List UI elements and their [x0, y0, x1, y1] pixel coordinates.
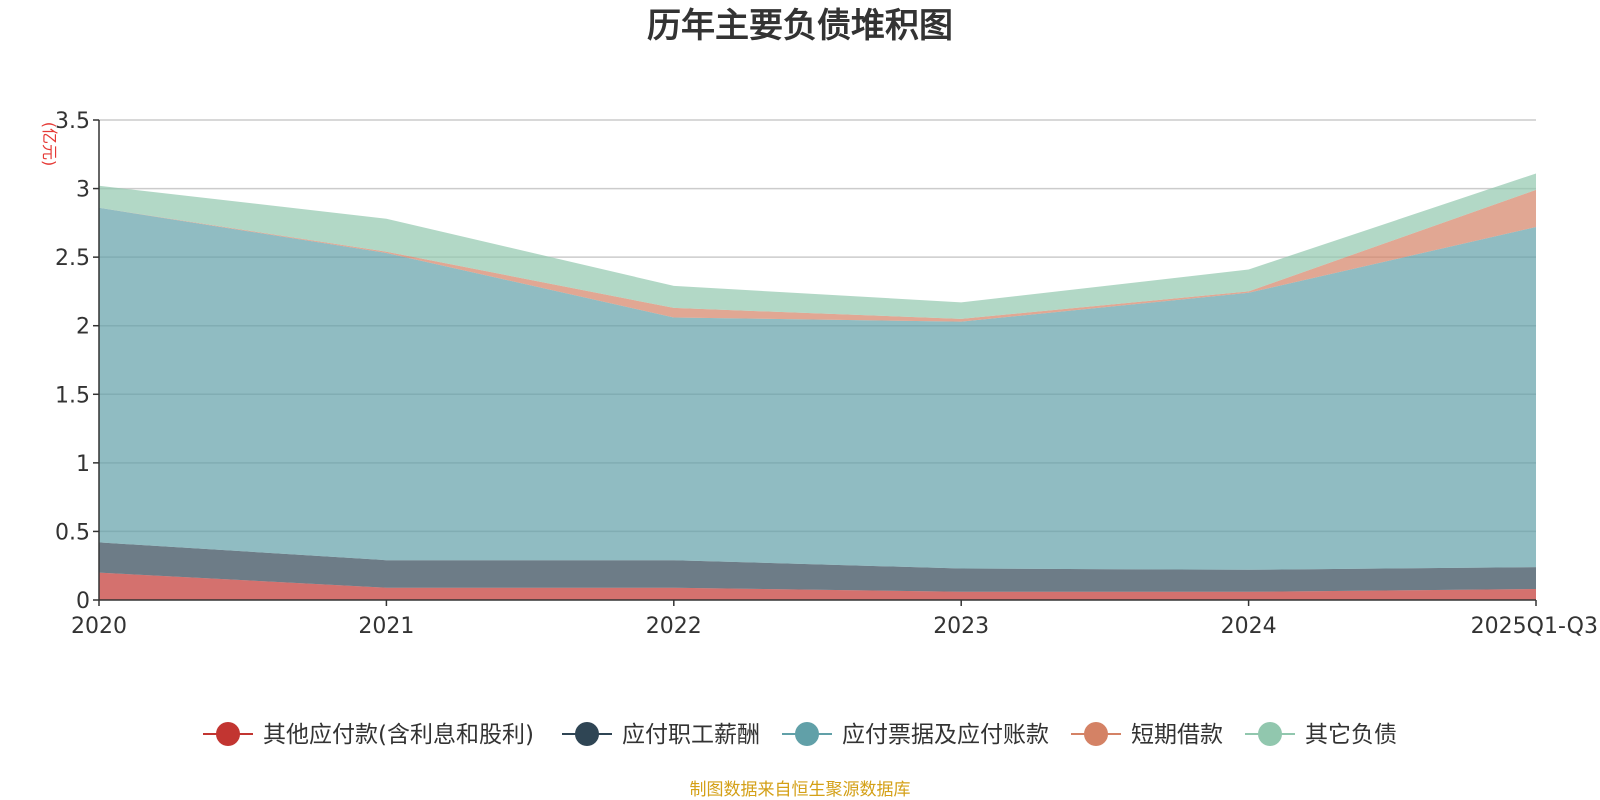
y-tick-label: 3 — [76, 178, 90, 203]
legend-label: 应付票据及应付账款 — [842, 722, 1049, 748]
legend-circle-marker — [1258, 722, 1282, 746]
legend-label: 其它负债 — [1305, 722, 1397, 748]
area-series-2 — [99, 207, 1536, 570]
x-tick-label: 2024 — [1221, 614, 1277, 639]
legend-item-4[interactable]: 其它负债 — [1245, 722, 1397, 748]
y-tick-label: 3.5 — [55, 109, 90, 134]
x-tick-label: 2022 — [646, 614, 702, 639]
area-series-group — [99, 173, 1536, 600]
data-source-note: 制图数据来自恒生聚源数据库 — [690, 780, 911, 800]
y-axis-tick-labels: 0 0.5 1 1.5 2 2.5 3 3.5 — [55, 109, 90, 614]
x-tick-label: 2025Q1-Q3 — [1471, 614, 1598, 639]
y-axis-unit-label: (亿元) — [40, 122, 59, 167]
legend-item-0[interactable]: 其他应付款(含利息和股利) — [203, 722, 534, 748]
y-tick-label: 1 — [76, 452, 90, 477]
legend: 其他应付款(含利息和股利) 应付职工薪酬 应付票据及应付账款 短期借款 其它负债 — [203, 722, 1397, 748]
y-tick-label: 0 — [76, 589, 90, 614]
y-tick-label: 2 — [76, 315, 90, 340]
legend-circle-marker — [216, 722, 240, 746]
area-series-0 — [99, 572, 1536, 600]
y-tick-label: 2.5 — [55, 246, 90, 271]
x-tick-label: 2021 — [358, 614, 414, 639]
x-tick-label: 2023 — [933, 614, 989, 639]
y-tick-label: 1.5 — [55, 383, 90, 408]
area-series-1 — [99, 542, 1536, 592]
chart-title: 历年主要负债堆积图 — [647, 6, 953, 46]
legend-label: 其他应付款(含利息和股利) — [263, 722, 534, 748]
x-axis-tick-labels: 2020 2021 2022 2023 2024 2025Q1-Q3 — [71, 614, 1598, 639]
legend-circle-marker — [575, 722, 599, 746]
legend-circle-marker — [1084, 722, 1108, 746]
legend-label: 短期借款 — [1131, 722, 1223, 748]
y-tick-label: 0.5 — [55, 520, 90, 545]
legend-label: 应付职工薪酬 — [622, 722, 760, 748]
legend-circle-marker — [795, 722, 819, 746]
x-tick-label: 2020 — [71, 614, 127, 639]
legend-item-1[interactable]: 应付职工薪酬 — [562, 722, 760, 748]
axes — [93, 119, 1537, 606]
legend-item-2[interactable]: 应付票据及应付账款 — [782, 722, 1049, 748]
legend-item-3[interactable]: 短期借款 — [1071, 722, 1223, 748]
area-series-4 — [99, 173, 1536, 319]
